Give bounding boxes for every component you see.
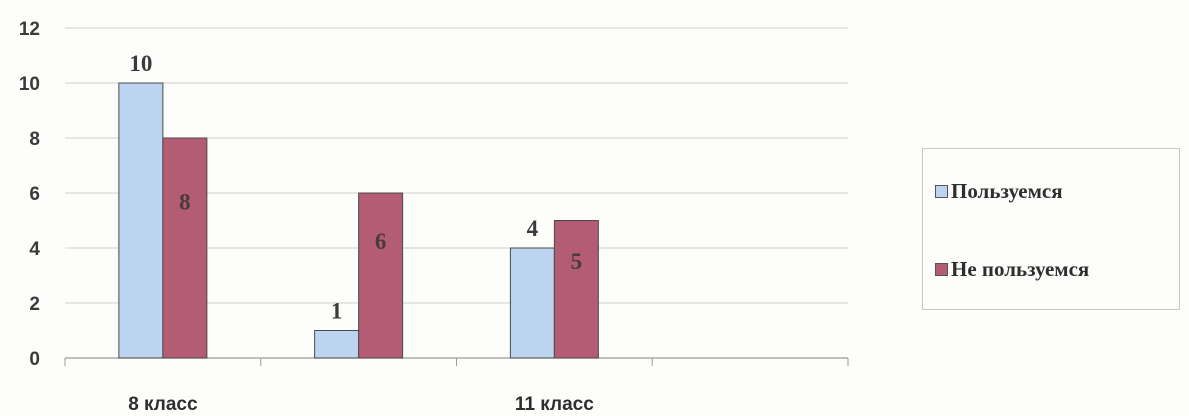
y-tick-label: 10 (19, 74, 40, 95)
bar-series-1-cat-1 (118, 82, 164, 359)
bars (118, 82, 599, 359)
y-tick-label: 0 (29, 349, 40, 370)
data-label: 10 (129, 51, 152, 76)
legend-label-series-2: Не пользуемся (951, 257, 1090, 281)
y-tick-label: 2 (29, 294, 40, 315)
x-category-label: 11 класс (515, 394, 594, 415)
bar-series-2-cat-2 (358, 192, 404, 359)
bar-series-1-cat-3 (509, 247, 555, 359)
data-label: 1 (331, 299, 343, 324)
bar-series-1-cat-2 (314, 330, 360, 359)
data-label: 6 (375, 229, 387, 254)
data-label: 8 (179, 190, 191, 215)
data-labels: 10 1 4 8 6 5 (129, 51, 582, 324)
y-tick-label: 6 (29, 184, 40, 205)
data-label: 4 (527, 216, 539, 241)
legend-swatch-series-2 (935, 263, 948, 276)
legend: Пользуемся Не пользуемся (922, 148, 1180, 310)
y-tick-label: 8 (29, 129, 40, 150)
x-axis (64, 357, 849, 366)
bar-series-2-cat-3 (553, 220, 599, 359)
y-tick-label: 4 (29, 239, 40, 260)
y-axis-ticks: 0 2 4 6 8 10 12 (19, 19, 41, 370)
data-label: 5 (571, 249, 583, 274)
legend-item-series-2: Не пользуемся (935, 257, 1089, 282)
y-tick-label: 12 (19, 19, 40, 40)
legend-label-series-1: Пользуемся (951, 179, 1063, 203)
legend-item-series-1: Пользуемся (935, 179, 1063, 204)
legend-swatch-series-1 (935, 185, 948, 198)
x-axis-categories: 8 класс 11 класс (128, 394, 594, 415)
x-category-label: 8 класс (128, 394, 198, 415)
bar-series-2-cat-1 (162, 137, 208, 359)
